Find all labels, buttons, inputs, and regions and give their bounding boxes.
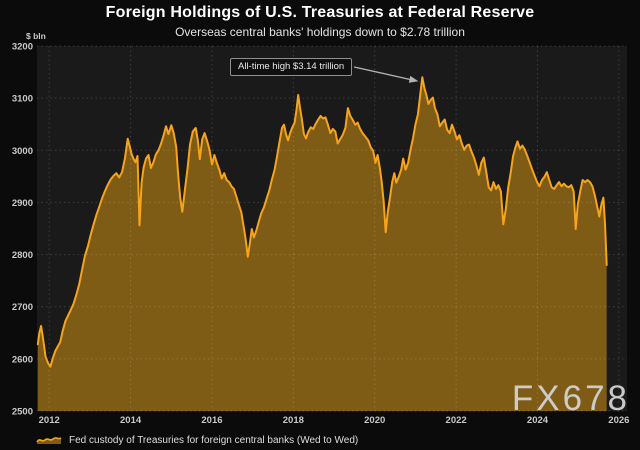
- legend: Fed custody of Treasuries for foreign ce…: [36, 434, 358, 446]
- y-tick-label: 2700: [12, 302, 33, 313]
- x-tick-label: 2018: [283, 415, 304, 426]
- y-axis-unit-label: $ bln: [26, 31, 46, 41]
- y-tick-label: 3200: [12, 42, 33, 53]
- x-tick-label: 2012: [39, 415, 60, 426]
- watermark: FX678: [511, 379, 630, 418]
- x-tick-label: 2022: [446, 415, 467, 426]
- y-tick-label: 2500: [12, 407, 33, 418]
- x-tick-label: 2026: [608, 415, 629, 426]
- legend-line-icon: [36, 437, 62, 444]
- x-tick-label: 2024: [527, 415, 549, 426]
- legend-label: Fed custody of Treasuries for foreign ce…: [69, 434, 359, 446]
- x-tick-label: 2014: [120, 415, 142, 426]
- y-tick-label: 3100: [12, 94, 33, 105]
- x-tick-label: 2016: [201, 415, 222, 426]
- annotation-arrowhead: [408, 75, 419, 83]
- data-line: [36, 76, 608, 368]
- chart-subtitle: Overseas central banks' holdings down to…: [175, 25, 465, 39]
- y-tick-label: 2600: [12, 354, 33, 365]
- chart-title: Foreign Holdings of U.S. Treasuries at F…: [105, 4, 535, 21]
- y-tick-label: 2800: [12, 250, 33, 261]
- x-tick-label: 2020: [364, 415, 385, 426]
- annotation-text: All-time high $3.14 trillion: [238, 61, 345, 72]
- annotation-callout: All-time high $3.14 trillion: [230, 58, 353, 76]
- y-tick-label: 2900: [12, 198, 33, 209]
- annotation-arrow: [353, 66, 410, 80]
- y-tick-label: 3000: [12, 146, 33, 157]
- area-fill: [37, 77, 607, 412]
